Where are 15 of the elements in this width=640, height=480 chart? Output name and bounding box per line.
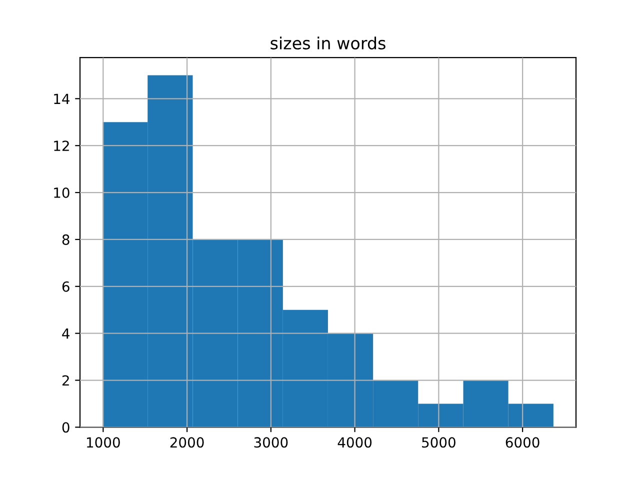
x-tick-label: 6000 — [506, 437, 540, 448]
y-tick-label: 6 — [62, 281, 70, 292]
y-tick-label: 0 — [62, 422, 70, 433]
x-tick-label: 1000 — [87, 437, 120, 448]
x-tick-label: 3000 — [254, 437, 288, 448]
y-tick-label: 14 — [54, 94, 70, 104]
y-tick-label: 4 — [62, 328, 70, 339]
y-tick-label: 10 — [54, 188, 70, 198]
y-tick-label: 2 — [62, 375, 69, 386]
y-tick-label: 12 — [54, 140, 69, 151]
x-tick-label: 5000 — [422, 437, 456, 448]
chart-title: sizes in words — [270, 36, 386, 50]
y-tick-label: 8 — [62, 234, 70, 245]
x-tick-label: 2000 — [170, 437, 204, 448]
x-tick-label: 4000 — [338, 437, 372, 448]
